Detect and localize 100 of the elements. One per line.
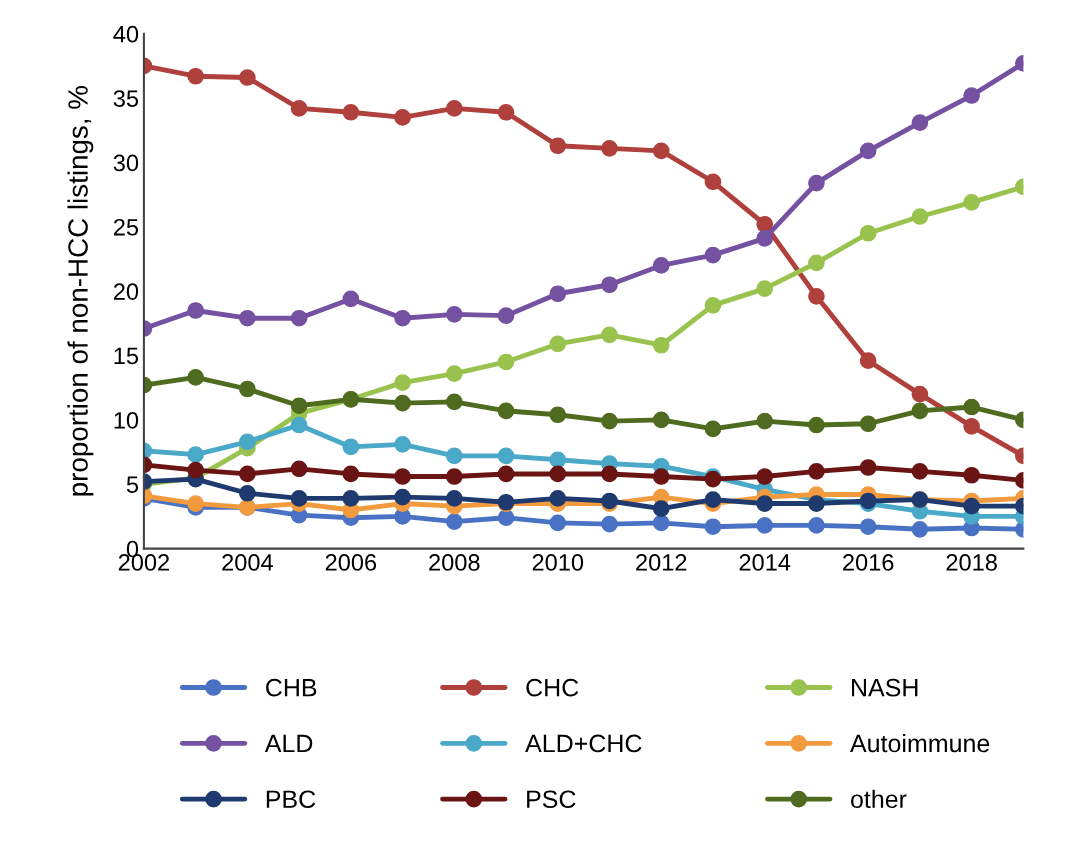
point (911, 114, 929, 131)
point (704, 420, 722, 438)
y-tick-label: 15 (114, 347, 139, 365)
y-tick-label: 30 (113, 154, 139, 172)
point (290, 460, 308, 478)
point (652, 468, 670, 485)
point (652, 336, 670, 354)
point (963, 194, 980, 211)
point (394, 309, 411, 327)
x-tick-label: 2010 (532, 554, 584, 571)
point (497, 353, 515, 371)
point (342, 290, 360, 308)
point (859, 224, 877, 242)
point (808, 254, 825, 272)
point (963, 398, 980, 416)
point (808, 174, 825, 192)
point (911, 520, 929, 538)
point (290, 490, 308, 507)
point (239, 484, 256, 502)
point (394, 468, 411, 485)
point (394, 436, 411, 453)
point (652, 500, 670, 518)
x-tick-label: 2016 (843, 554, 894, 571)
x-tick-label: 2018 (946, 554, 997, 571)
point (497, 465, 515, 483)
y-tick-label: 40 (113, 25, 139, 43)
x-tick-label: 2008 (429, 554, 480, 571)
point (601, 139, 618, 157)
point (445, 306, 463, 323)
point (497, 103, 515, 121)
x-tick-label: 2006 (325, 554, 377, 571)
point (394, 488, 411, 506)
point (239, 69, 256, 86)
legend-label: other (851, 789, 907, 809)
y-axis-title: proportion of non-HCC listings, % (67, 86, 94, 496)
point (549, 406, 567, 424)
point (342, 103, 360, 121)
x-tick-label: 2012 (636, 554, 687, 571)
point (290, 100, 308, 117)
point (290, 397, 308, 415)
point (911, 208, 929, 225)
point (963, 497, 980, 515)
point (808, 287, 825, 305)
point (652, 257, 670, 274)
point (756, 495, 774, 512)
point (808, 495, 825, 512)
point (859, 518, 877, 536)
point (497, 447, 515, 465)
point (704, 491, 722, 509)
point (963, 417, 980, 435)
point (394, 109, 411, 126)
point (756, 517, 774, 534)
point (342, 465, 360, 483)
point (704, 173, 722, 191)
y-tick-label: 25 (113, 218, 139, 236)
point (187, 302, 204, 319)
point (549, 514, 567, 532)
point (756, 215, 774, 233)
point (756, 230, 774, 247)
point (911, 385, 929, 403)
point (342, 490, 360, 507)
y-tick-label: 35 (113, 90, 139, 107)
point (445, 365, 463, 382)
point (187, 446, 204, 463)
point (549, 465, 567, 483)
point (601, 412, 618, 430)
point (859, 415, 877, 433)
point (445, 490, 463, 507)
point (290, 309, 308, 327)
y-tick-label: 20 (113, 283, 139, 300)
point (187, 369, 204, 386)
point (549, 490, 567, 507)
point (445, 513, 463, 530)
point (601, 465, 618, 483)
point (704, 518, 722, 536)
point (187, 461, 204, 479)
point (239, 433, 256, 451)
point (859, 142, 877, 160)
point (808, 416, 825, 434)
legend-label: ALD+CHC (525, 734, 642, 753)
point (601, 276, 618, 294)
point (445, 468, 463, 485)
point (808, 517, 825, 534)
point (601, 326, 618, 344)
legend-label: PBC (266, 790, 316, 809)
point (704, 246, 722, 264)
point (187, 495, 204, 512)
point (497, 307, 515, 324)
point (549, 335, 567, 353)
point (911, 463, 929, 480)
point (963, 87, 980, 104)
point (549, 451, 567, 469)
point (342, 438, 360, 456)
point (394, 374, 411, 391)
point (549, 285, 567, 303)
legend-label: CHB (266, 678, 317, 697)
point (756, 468, 774, 485)
point (911, 402, 929, 420)
y-tick-label: 5 (126, 476, 139, 494)
point (963, 466, 980, 484)
